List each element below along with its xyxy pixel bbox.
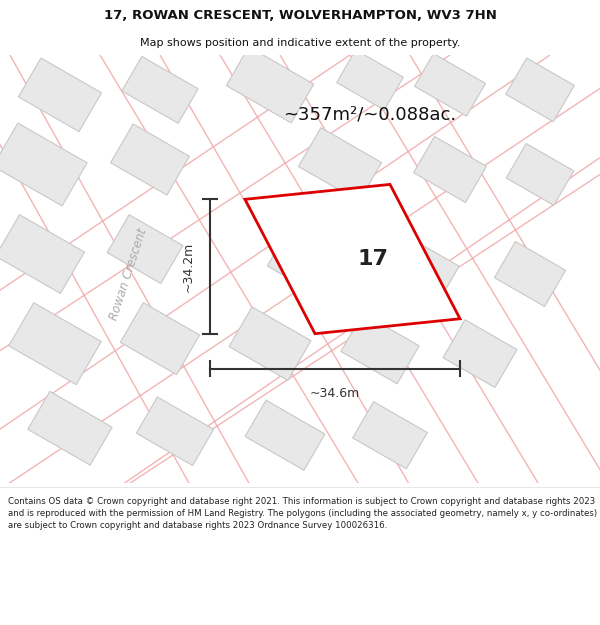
- Text: Map shows position and indicative extent of the property.: Map shows position and indicative extent…: [140, 38, 460, 48]
- Polygon shape: [506, 58, 574, 122]
- Polygon shape: [353, 402, 427, 469]
- Polygon shape: [122, 56, 198, 123]
- Polygon shape: [415, 54, 485, 116]
- Polygon shape: [229, 307, 311, 381]
- Polygon shape: [136, 397, 214, 466]
- Polygon shape: [506, 144, 574, 206]
- Text: ~34.2m: ~34.2m: [182, 241, 194, 292]
- Polygon shape: [381, 234, 459, 304]
- Polygon shape: [443, 320, 517, 388]
- Text: 17: 17: [357, 249, 388, 269]
- Polygon shape: [107, 215, 183, 284]
- Polygon shape: [121, 302, 200, 374]
- Text: Rowan Crescent: Rowan Crescent: [107, 226, 149, 322]
- Polygon shape: [268, 226, 353, 302]
- Polygon shape: [245, 400, 325, 470]
- Polygon shape: [341, 314, 419, 384]
- Polygon shape: [28, 391, 112, 465]
- Polygon shape: [337, 50, 403, 110]
- Polygon shape: [226, 47, 314, 123]
- Text: ~34.6m: ~34.6m: [310, 387, 360, 400]
- Text: 17, ROWAN CRESCENT, WOLVERHAMPTON, WV3 7HN: 17, ROWAN CRESCENT, WOLVERHAMPTON, WV3 7…: [104, 9, 496, 22]
- Polygon shape: [0, 215, 85, 293]
- Polygon shape: [110, 124, 190, 195]
- Polygon shape: [413, 136, 487, 202]
- Polygon shape: [494, 241, 566, 306]
- Polygon shape: [9, 302, 101, 384]
- Text: ~357m²/~0.088ac.: ~357m²/~0.088ac.: [283, 106, 457, 124]
- Polygon shape: [245, 184, 460, 334]
- Polygon shape: [19, 58, 101, 132]
- Polygon shape: [298, 127, 382, 201]
- Polygon shape: [0, 123, 87, 206]
- Text: Contains OS data © Crown copyright and database right 2021. This information is : Contains OS data © Crown copyright and d…: [8, 497, 597, 529]
